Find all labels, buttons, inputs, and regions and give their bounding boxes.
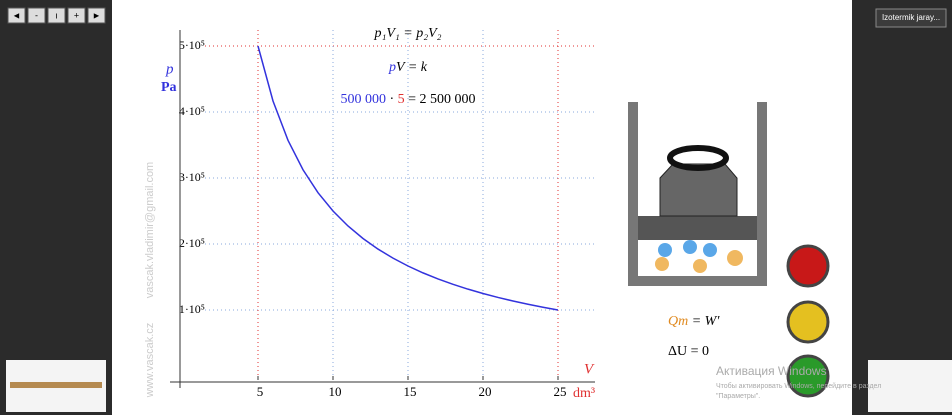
formula-part: = 2 500 000 (408, 92, 475, 107)
formula: pV = k (388, 60, 428, 75)
nav-button[interactable] (87, 7, 106, 24)
x-tick-label: 5 (257, 384, 264, 399)
thumbnail-shape (10, 382, 102, 388)
activation-title: Активация Windows (716, 364, 827, 378)
nav-button-label: - (35, 10, 38, 20)
green-button[interactable] (786, 354, 830, 398)
y-tick-label: 3·10⁵ (179, 170, 205, 184)
energy-equation: ΔU = 0 (668, 344, 709, 359)
x-axis-label: V (584, 361, 595, 377)
formula-part: 5 (398, 92, 405, 107)
nav-button-label: ► (92, 10, 101, 20)
y-tick-label: 1·10⁵ (179, 302, 205, 316)
yellow-button[interactable] (786, 300, 830, 344)
activation-text: Чтобы активировать Windows, перейдите в … (716, 382, 881, 390)
watermark-email: vascak.vladimir@gmail.com (144, 162, 156, 298)
y-axis-label: p (165, 61, 174, 77)
piston-diagram (628, 102, 767, 286)
menu-button[interactable] (875, 8, 947, 28)
nav-button[interactable] (27, 7, 46, 24)
equation-part: Qт (668, 314, 688, 329)
nav-button-label: + (74, 10, 79, 20)
formula: p₁V₁ = p₂V₂ (373, 26, 441, 41)
formula: 500 000 · 5 = 2 500 000 (340, 92, 475, 107)
y-tick-label: 5·10⁵ (179, 38, 205, 52)
data-line (257, 45, 559, 311)
equation-part: = W′ (692, 314, 721, 329)
y-tick-label: 4·10⁵ (179, 104, 205, 118)
left-panel (0, 0, 112, 415)
right-panel (852, 0, 952, 415)
formula-part: · (389, 92, 394, 107)
x-tick-label: 15 (404, 384, 417, 399)
nav-button-label: ı (55, 10, 58, 20)
nav-bar: ◄ - ı + ► (7, 7, 106, 24)
menu-button-label: Izotermik jaray... (882, 13, 940, 22)
right-thumbnail (868, 360, 952, 412)
watermark-site: www.vascak.cz (144, 323, 156, 399)
formula-part: p (388, 60, 396, 75)
x-tick-label: 20 (479, 384, 492, 399)
nav-button[interactable] (67, 7, 86, 24)
heat-equation: Qт = W′ (668, 314, 720, 329)
red-button[interactable] (786, 244, 830, 288)
nav-button[interactable] (47, 7, 66, 24)
x-axis-unit: dm³ (573, 386, 595, 401)
x-tick-label: 10 (329, 384, 342, 399)
nav-button[interactable] (7, 7, 26, 24)
formula-part: V = k (396, 60, 428, 75)
y-tick-label: 2·10⁵ (179, 236, 205, 250)
x-tick-label: 25 (554, 384, 567, 399)
activation-text: "Параметры". (716, 393, 760, 400)
y-axis-unit: Pa (161, 80, 177, 95)
nav-button-label: ◄ (12, 10, 21, 20)
chart: 1·10⁵ 2·10⁵ 3·10⁵ 4·10⁵ 5·10⁵ 5 10 15 20 25 p Pa Vdm… (161, 30, 596, 401)
formula-part: 500 000 (340, 92, 386, 107)
